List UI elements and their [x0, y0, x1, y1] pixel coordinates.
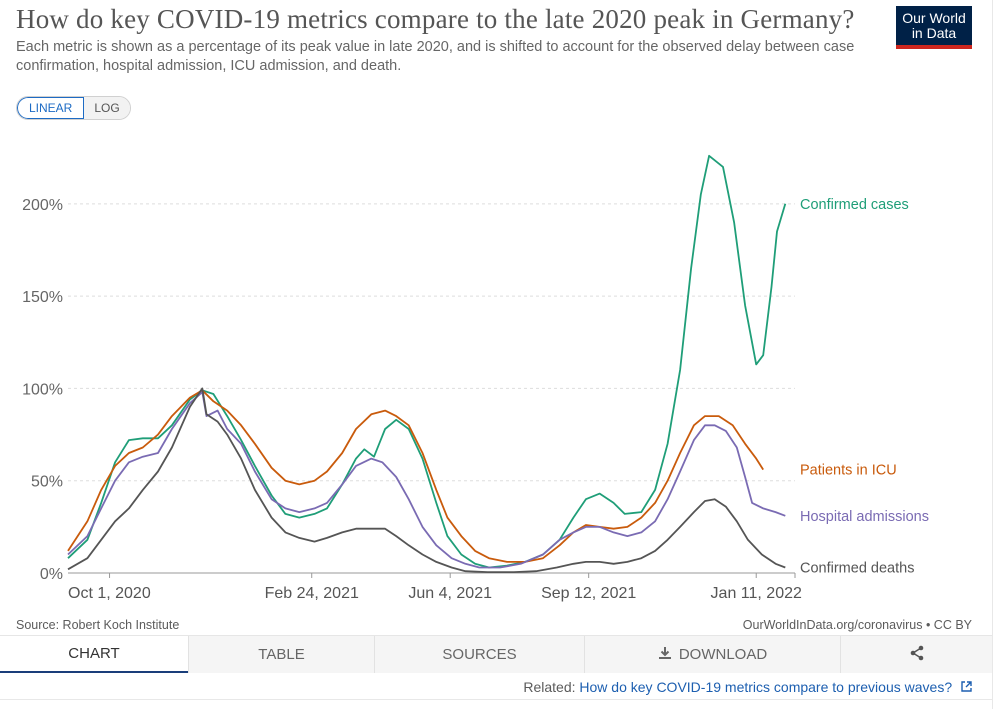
x-tick-label: Jun 4, 2021 — [408, 585, 492, 602]
grid-layer — [68, 203, 795, 482]
y-tick-label: 50% — [31, 474, 63, 491]
tab-share[interactable] — [840, 636, 992, 673]
owid-logo[interactable]: Our World in Data — [896, 6, 972, 49]
related-link-row: Related: How do key COVID-19 metrics com… — [523, 679, 972, 695]
series-line-hospital-admissions — [67, 391, 786, 569]
logo-line-1: Our World — [902, 9, 966, 26]
tab-table[interactable]: TABLE — [188, 636, 374, 673]
related-prefix: Related: — [523, 679, 576, 695]
tab-download[interactable]: DOWNLOAD — [584, 636, 840, 673]
related-link[interactable]: How do key COVID-19 metrics compare to p… — [579, 679, 953, 695]
logo-line-2: in Data — [911, 24, 957, 41]
series-label: Hospital admissions — [800, 509, 929, 525]
share-icon — [909, 645, 925, 665]
series-label: Confirmed cases — [800, 197, 909, 213]
y-tick-label: 150% — [22, 289, 63, 306]
frame-border-bottom — [0, 699, 993, 700]
label-layer: Confirmed cases Patients in ICU Hospital a… — [800, 197, 929, 577]
tab-chart[interactable]: CHART — [0, 636, 188, 673]
credit-link[interactable]: OurWorldInData.org/coronavirus • CC BY — [742, 618, 972, 632]
axis-layer: 0% 50% 100% 150% 200% Oct 1, 2020 Feb 24, 2021… — [22, 197, 802, 602]
y-tick-label: 200% — [22, 197, 63, 214]
external-link-icon[interactable] — [961, 680, 972, 695]
chart-subtitle: Each metric is shown as a percentage of … — [16, 39, 855, 74]
series-label: Confirmed deaths — [800, 560, 914, 576]
series-line-confirmed-cases — [67, 154, 787, 569]
tab-bar: CHART TABLE SOURCES DOWNLOAD — [0, 635, 992, 673]
x-tick-label: Jan 11, 2022 — [711, 585, 802, 602]
series-label: Patients in ICU — [800, 463, 897, 479]
y-tick-label: 100% — [22, 381, 63, 398]
linear-scale-button[interactable]: LINEAR — [17, 97, 85, 119]
log-scale-button[interactable]: LOG — [84, 97, 130, 119]
download-label: DOWNLOAD — [678, 646, 768, 663]
y-tick-label: 0% — [40, 566, 63, 583]
download-icon — [658, 646, 672, 663]
scale-toggle: LINEAR LOG — [16, 96, 131, 120]
source-note: Source: Robert Koch Institute — [16, 618, 180, 632]
frame-border-right — [992, 0, 993, 709]
series-line-patients-in-icu — [67, 389, 764, 563]
series-layer — [67, 154, 787, 573]
x-tick-label: Feb 24, 2021 — [265, 585, 359, 602]
tab-sources[interactable]: SOURCES — [374, 636, 584, 673]
chart-title: How do key COVID-19 metrics compare to t… — [16, 4, 855, 34]
x-tick-label: Sep 12, 2021 — [541, 585, 636, 602]
line-chart: 0% 50% 100% 150% 200% Oct 1, 2020 Feb 24, 2021… — [22, 154, 929, 602]
series-line-confirmed-deaths — [67, 387, 786, 573]
x-tick-label: Oct 1, 2020 — [68, 585, 151, 602]
